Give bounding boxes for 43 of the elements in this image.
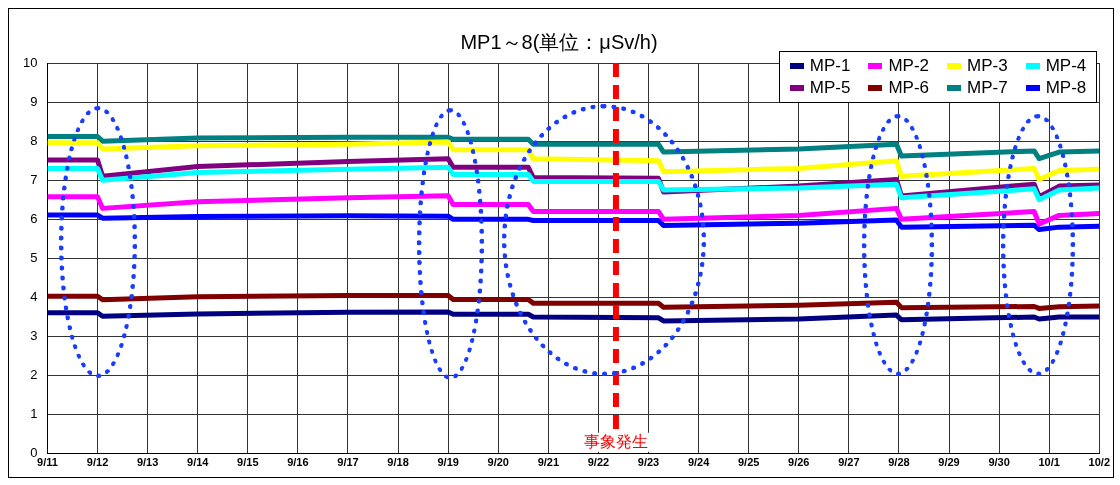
- x-tick-label: 9/12: [86, 456, 109, 469]
- ref-line-label: 事象発生: [583, 433, 648, 451]
- x-tick-label: 9/23: [637, 456, 660, 469]
- legend-label: MP-7: [967, 78, 1008, 98]
- y-tick-label: 2: [30, 367, 38, 383]
- x-tick-label: 9/27: [838, 456, 860, 469]
- y-tick-label: 0: [30, 445, 38, 461]
- x-tick-label: 9/29: [938, 456, 960, 469]
- y-tick-label: 10: [22, 54, 38, 70]
- legend-label: MP-4: [1045, 56, 1087, 76]
- y-tick-label: 8: [30, 132, 38, 148]
- legend-label: MP-6: [888, 78, 930, 98]
- x-tick-label: 10/2: [1088, 456, 1111, 469]
- legend-label: MP-8: [1045, 78, 1087, 98]
- x-tick-label: 9/30: [988, 456, 1010, 469]
- y-tick-label: 5: [30, 249, 38, 265]
- x-tick-label: 9/19: [437, 456, 459, 469]
- x-tick-label: 9/16: [287, 456, 309, 469]
- legend-label: MP-3: [967, 56, 1008, 76]
- legend-label: MP-1: [809, 56, 851, 76]
- x-tick-label: 10/1: [1038, 456, 1060, 469]
- x-tick-label: 9/24: [687, 456, 711, 469]
- y-tick-label: 1: [30, 406, 38, 422]
- y-tick-label: 6: [30, 210, 38, 226]
- y-tick-label: 4: [30, 289, 38, 305]
- x-tick-label: 9/18: [387, 456, 409, 469]
- x-tick-label: 9/28: [888, 456, 910, 469]
- x-tick-label: 9/11: [37, 456, 58, 469]
- x-tick-label: 9/21: [537, 456, 560, 469]
- y-tick-label: 9: [30, 93, 38, 109]
- y-tick-label: 7: [30, 171, 38, 187]
- x-tick-label: 9/15: [237, 456, 259, 469]
- x-tick-label: 9/26: [788, 456, 810, 469]
- x-tick-label: 9/20: [487, 456, 509, 469]
- x-tick-label: 9/22: [587, 456, 610, 469]
- legend-label: MP-5: [809, 78, 851, 98]
- x-tick-label: 9/25: [737, 456, 760, 469]
- x-tick-label: 9/14: [187, 456, 210, 469]
- y-tick-label: 3: [30, 328, 38, 344]
- chart-title: MP1～8(単位：μSv/h): [460, 30, 658, 53]
- legend-label: MP-2: [888, 56, 930, 76]
- x-tick-label: 9/17: [337, 456, 359, 469]
- x-tick-label: 9/13: [136, 456, 159, 469]
